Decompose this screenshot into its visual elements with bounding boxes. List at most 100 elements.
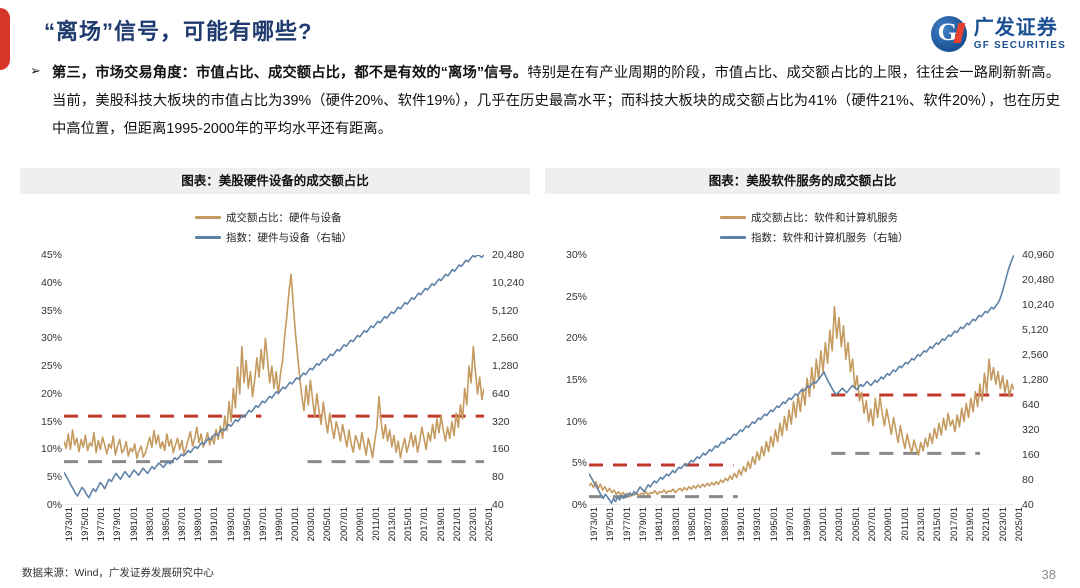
x-tick: 1997/01 xyxy=(257,507,269,542)
y-left-tick: 0% xyxy=(46,499,62,511)
y-right-tick: 20,480 xyxy=(1022,274,1055,286)
logo-letter: G xyxy=(937,19,958,46)
logo-chinese-name: 广发证券 xyxy=(973,16,1058,39)
x-tick: 2021/01 xyxy=(451,507,463,542)
y-left-tick: 0% xyxy=(571,499,587,511)
x-tick: 1977/01 xyxy=(621,507,633,542)
y-left-tick: 45% xyxy=(40,249,62,261)
x-tick: 2009/01 xyxy=(883,507,895,542)
series-line xyxy=(64,255,484,498)
y-right-tick: 80 xyxy=(492,471,504,484)
y-right-tick: 40 xyxy=(492,499,504,511)
x-tick: 2003/01 xyxy=(306,507,318,542)
logo-mark-icon: G xyxy=(930,16,967,52)
page-number: 38 xyxy=(1041,567,1056,582)
chart-software-legend: 成交额占比：软件和计算机服务 指数：软件和计算机服务（右轴） xyxy=(545,210,1060,245)
y-right-tick: 40 xyxy=(1022,499,1034,511)
x-tick: 1993/01 xyxy=(752,507,764,542)
chart-hardware-plot-area xyxy=(64,255,484,505)
y-right-tick: 20,480 xyxy=(492,249,525,261)
chart-hardware-legend: 成交额占比：硬件与设备 指数：硬件与设备（右轴） xyxy=(20,210,530,245)
chart-hardware-plot-wrap: 45% 40% 35% 30% 25% 20% 15% 10% 5% 0% 20,480 10,24… xyxy=(20,249,530,541)
x-tick: 1973/01 xyxy=(64,507,75,542)
legend-swatch-icon xyxy=(720,216,746,219)
x-tick: 1989/01 xyxy=(193,507,205,542)
y-right-tick: 640 xyxy=(1022,399,1040,411)
chart-hardware-y-right-axis: 20,480 10,240 5,120 2,560 1,280 640 320 160 80 40 xyxy=(488,249,530,511)
x-tick: 2025/01 xyxy=(484,507,495,542)
body-rest-text: 特别是在有产业周期的阶段，市值占比、成交额占比的上限，往往会一路刷新新高。当前，… xyxy=(52,65,1061,137)
x-tick: 1975/01 xyxy=(80,507,92,542)
y-right-tick: 320 xyxy=(1022,424,1040,436)
x-tick: 1973/01 xyxy=(589,507,600,542)
x-tick: 2001/01 xyxy=(817,507,829,542)
chart-hardware-card: 图表：美股硬件设备的成交额占比 成交额占比：硬件与设备 指数：硬件与设备（右轴） … xyxy=(20,168,530,558)
chart-software-x-axis: 1973/01 1975/01 1977/01 1979/01 1981/01 1983/… xyxy=(589,507,1025,567)
x-tick: 2023/01 xyxy=(467,507,479,542)
x-tick: 2017/01 xyxy=(948,507,960,542)
x-tick: 1999/01 xyxy=(274,507,285,542)
x-tick: 1995/01 xyxy=(768,507,780,542)
y-right-tick: 2,560 xyxy=(1022,349,1049,361)
x-tick: 2011/01 xyxy=(899,507,911,541)
y-right-tick: 80 xyxy=(1022,474,1034,486)
legend-label: 指数：软件和计算机服务（右轴） xyxy=(751,232,909,244)
plot-svg xyxy=(589,255,1014,505)
x-tick: 2017/01 xyxy=(419,507,431,542)
y-right-tick: 10,240 xyxy=(1022,299,1055,311)
y-left-tick: 30% xyxy=(40,332,62,345)
x-tick: 2009/01 xyxy=(354,507,366,542)
chart-software-y-right-axis: 40,960 20,480 10,240 5,120 2,560 1,280 640 320 1… xyxy=(1018,249,1060,511)
chart-software-plot-area xyxy=(589,255,1014,505)
x-tick: 2019/01 xyxy=(964,507,976,542)
chart-software-card: 图表：美股软件服务的成交额占比 成交额占比：软件和计算机服务 指数：软件和计算机服… xyxy=(545,168,1060,558)
y-left-tick: 15% xyxy=(40,415,62,428)
y-right-tick: 160 xyxy=(492,443,510,456)
y-right-tick: 640 xyxy=(492,387,510,400)
chart-hardware-x-axis: 1973/01 1975/01 1977/01 1979/01 1981/01 1983/… xyxy=(64,507,495,567)
chart-software-plot-wrap: 30% 25% 20% 15% 10% 5% 0% 40,960 20,480 10,240 5,… xyxy=(545,249,1060,541)
x-tick: 1983/01 xyxy=(144,507,156,542)
legend-swatch-icon xyxy=(195,216,221,219)
y-right-tick: 10,240 xyxy=(492,276,525,289)
y-right-tick: 320 xyxy=(492,415,510,428)
x-tick: 2025/01 xyxy=(1014,507,1025,542)
x-tick: 1997/01 xyxy=(785,507,797,542)
plot-svg xyxy=(64,255,484,505)
legend-item-1[interactable]: 指数：硬件与设备（右轴） xyxy=(195,230,352,245)
legend-item-0[interactable]: 成交额占比：软件和计算机服务 xyxy=(720,210,898,225)
x-tick: 2005/01 xyxy=(322,507,334,542)
y-left-tick: 25% xyxy=(40,360,62,373)
series-line xyxy=(589,255,1014,503)
y-left-tick: 5% xyxy=(46,471,62,484)
body-bold-lead: 第三，市场交易角度：市值占比、成交额占比，都不是有效的“离场”信号。 xyxy=(52,65,528,81)
legend-swatch-icon xyxy=(720,236,746,239)
logo-english-name: GF SECURITIES xyxy=(973,39,1066,51)
y-right-tick: 1,280 xyxy=(1022,374,1049,386)
x-tick: 1987/01 xyxy=(703,507,715,542)
x-tick: 2007/01 xyxy=(866,507,878,542)
bullet-arrow-icon: ➢ xyxy=(30,63,41,78)
x-tick: 2023/01 xyxy=(997,507,1009,542)
legend-item-1[interactable]: 指数：软件和计算机服务（右轴） xyxy=(720,230,909,245)
x-tick: 2013/01 xyxy=(915,507,927,542)
chart-software-y-left-axis: 30% 25% 20% 15% 10% 5% 0% xyxy=(545,249,587,511)
y-left-tick: 40% xyxy=(40,276,62,289)
x-tick: 2013/01 xyxy=(387,507,399,542)
x-tick: 1991/01 xyxy=(209,507,221,542)
x-tick: 1981/01 xyxy=(654,507,666,542)
legend-item-0[interactable]: 成交额占比：硬件与设备 xyxy=(195,210,342,225)
legend-label: 成交额占比：软件和计算机服务 xyxy=(751,212,898,224)
x-tick: 2015/01 xyxy=(403,507,415,542)
body-paragraph: 第三，市场交易角度：市值占比、成交额占比，都不是有效的“离场”信号。特别是在有产… xyxy=(52,60,1060,144)
y-left-tick: 35% xyxy=(40,304,62,317)
x-tick: 1975/01 xyxy=(605,507,617,542)
body-paragraph-block: ➢ 第三，市场交易角度：市值占比、成交额占比，都不是有效的“离场”信号。特别是在… xyxy=(30,60,1060,144)
x-tick: 1985/01 xyxy=(687,507,699,542)
x-tick: 1983/01 xyxy=(670,507,682,542)
series-line xyxy=(64,274,484,458)
y-right-tick: 1,280 xyxy=(492,360,519,373)
x-tick: 2005/01 xyxy=(850,507,862,542)
x-tick: 1977/01 xyxy=(96,507,108,542)
x-tick: 1999/01 xyxy=(801,507,813,542)
